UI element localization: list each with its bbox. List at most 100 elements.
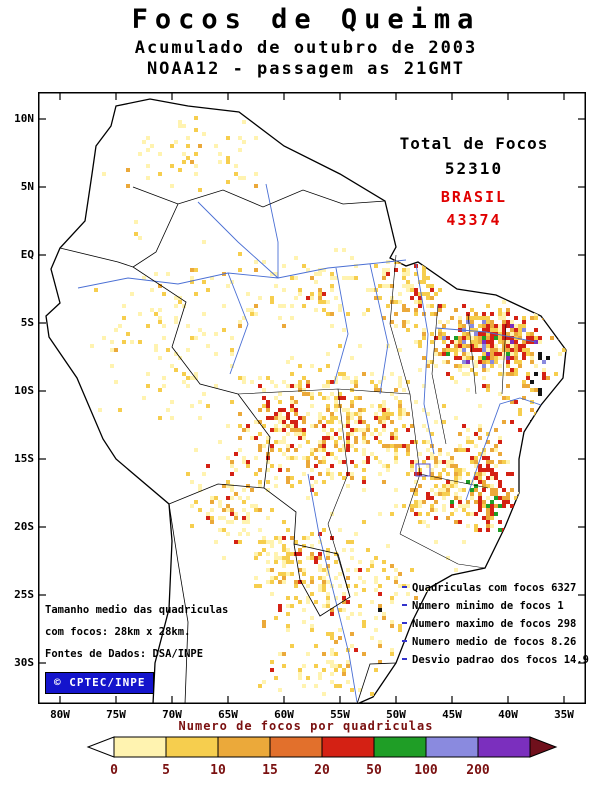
- fire-cell: [530, 356, 534, 360]
- fire-cell: [162, 376, 166, 380]
- fire-cell: [358, 568, 362, 572]
- fire-cell: [342, 476, 346, 480]
- fire-cell: [538, 336, 542, 340]
- fire-cell: [510, 504, 514, 508]
- fire-cell: [322, 568, 326, 572]
- lat-label: 10S: [14, 384, 34, 397]
- fire-cell: [454, 344, 458, 348]
- fire-cell: [134, 220, 138, 224]
- fire-cell: [330, 312, 334, 316]
- fire-cell: [350, 472, 354, 476]
- fire-cell: [474, 432, 478, 436]
- fire-cell: [374, 456, 378, 460]
- fire-cell: [482, 472, 486, 476]
- fire-cell: [534, 372, 538, 376]
- fire-cell: [454, 492, 458, 496]
- fire-cell: [546, 376, 550, 380]
- fire-cell: [446, 272, 450, 276]
- fire-cell: [382, 568, 386, 572]
- fire-cell: [258, 540, 262, 544]
- fire-cell: [518, 412, 522, 416]
- fire-cell: [282, 536, 286, 540]
- fire-cell: [298, 288, 302, 292]
- fire-cell: [470, 308, 474, 312]
- fire-cell: [310, 364, 314, 368]
- colorbar-tick-label: 5: [162, 763, 170, 778]
- fire-cell: [394, 388, 398, 392]
- fire-cell: [226, 424, 230, 428]
- fire-cell: [522, 356, 526, 360]
- fire-cell: [314, 480, 318, 484]
- fire-cell: [526, 376, 530, 380]
- fire-cell: [322, 300, 326, 304]
- fire-cell: [470, 340, 474, 344]
- fire-cell: [310, 532, 314, 536]
- fire-cell: [482, 500, 486, 504]
- fire-cell: [394, 504, 398, 508]
- fire-cell: [270, 448, 274, 452]
- fire-cell: [462, 332, 466, 336]
- fire-cell: [458, 324, 462, 328]
- colorbar-tick-label: 200: [466, 763, 490, 778]
- fire-cell: [482, 344, 486, 348]
- fire-cell: [486, 352, 490, 356]
- fire-cell: [454, 348, 458, 352]
- fire-cell: [298, 436, 302, 440]
- fire-cell: [330, 652, 334, 656]
- lat-label: 25S: [14, 588, 34, 601]
- fire-cell: [378, 660, 382, 664]
- fire-cell: [498, 452, 502, 456]
- fire-cell: [114, 348, 118, 352]
- fire-cell: [362, 460, 366, 464]
- fire-cell: [426, 364, 430, 368]
- fire-cell: [394, 448, 398, 452]
- fire-cell: [338, 628, 342, 632]
- fire-cell: [342, 372, 346, 376]
- fire-cell: [234, 468, 238, 472]
- fire-cell: [218, 528, 222, 532]
- fire-cell: [442, 508, 446, 512]
- fire-cell: [358, 344, 362, 348]
- fire-cell: [190, 276, 194, 280]
- fire-cell: [474, 328, 478, 332]
- fire-cell: [486, 484, 490, 488]
- fire-cell: [322, 396, 326, 400]
- fire-cell: [426, 492, 430, 496]
- fire-cell: [358, 560, 362, 564]
- fire-cell: [538, 424, 542, 428]
- fire-cell: [394, 312, 398, 316]
- fire-cell: [130, 340, 134, 344]
- fire-cell: [486, 524, 490, 528]
- tick-mark-icon: [402, 586, 407, 588]
- fire-cell: [434, 268, 438, 272]
- colorbar-tick-label: 50: [366, 763, 382, 778]
- fire-cell: [278, 420, 282, 424]
- fire-cell: [422, 312, 426, 316]
- fire-cell: [414, 324, 418, 328]
- fire-cell: [290, 456, 294, 460]
- fire-cell: [206, 344, 210, 348]
- fire-cell: [198, 144, 202, 148]
- fire-cell: [482, 480, 486, 484]
- fire-cell: [318, 292, 322, 296]
- fire-cell: [322, 652, 326, 656]
- lon-label: 75W: [106, 708, 126, 721]
- fire-cell: [226, 520, 230, 524]
- fire-cell: [278, 448, 282, 452]
- fire-cell: [330, 288, 334, 292]
- fire-cell: [530, 352, 534, 356]
- fire-cell: [266, 480, 270, 484]
- fire-cell: [394, 300, 398, 304]
- fire-cell: [398, 348, 402, 352]
- fire-cell: [406, 412, 410, 416]
- fire-cell: [202, 312, 206, 316]
- fire-cell: [442, 360, 446, 364]
- fire-cell: [430, 456, 434, 460]
- fire-cell: [318, 532, 322, 536]
- fire-cell: [250, 308, 254, 312]
- fire-cell: [454, 364, 458, 368]
- fire-cell: [282, 664, 286, 668]
- fire-cell: [298, 292, 302, 296]
- fire-cell: [502, 324, 506, 328]
- fire-cell: [330, 380, 334, 384]
